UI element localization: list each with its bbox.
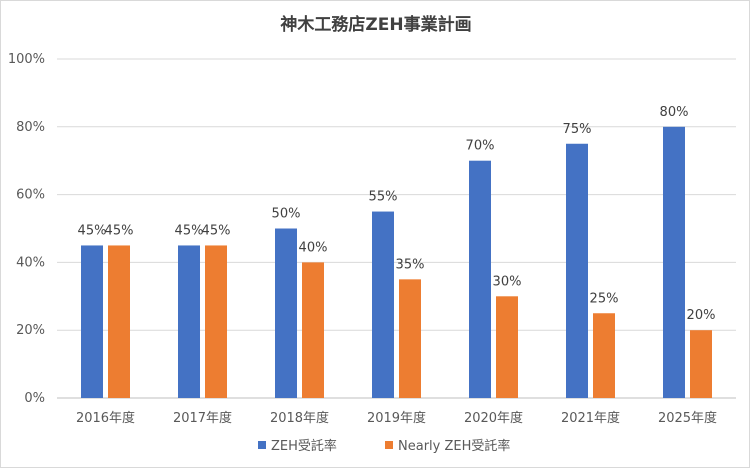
legend-label: ZEH受託率 <box>271 438 337 454</box>
data-label: 55% <box>369 190 398 205</box>
data-label: 75% <box>563 122 592 137</box>
y-axis: 0% 20% 40% 60% 80% 100% <box>8 52 45 406</box>
bar-nearly-zeh <box>593 313 615 398</box>
legend-swatch <box>258 441 266 449</box>
gridlines <box>57 58 736 399</box>
data-label: 70% <box>466 139 495 154</box>
bar-nearly-zeh <box>690 330 712 398</box>
data-label: 80% <box>660 105 689 120</box>
data-label: 25% <box>590 291 619 306</box>
data-label: 45% <box>105 223 134 238</box>
data-label: 50% <box>272 207 301 222</box>
legend: ZEH受託率 Nearly ZEH受託率 <box>258 438 510 454</box>
data-label: 45% <box>202 223 231 238</box>
x-tick-label: 2021年度 <box>561 410 620 426</box>
y-tick-label: 20% <box>16 323 45 338</box>
y-tick-label: 80% <box>16 120 45 135</box>
bar-zeh <box>566 143 588 398</box>
bar-nearly-zeh <box>399 279 421 398</box>
data-labels: 45%45% 45%45%50%40%55%35%70%30%75%25%80%2… <box>78 105 716 323</box>
bar-zeh <box>372 211 394 398</box>
x-tick-label: 2016年度 <box>76 410 135 426</box>
bar-zeh <box>469 160 491 398</box>
bar-nearly-zeh <box>205 245 227 398</box>
x-axis: 2016年度 2017年度 2018年度 2019年度 2020年度 2021年度 2025… <box>76 410 717 426</box>
bar-zeh <box>275 228 297 398</box>
x-tick-label: 2017年度 <box>173 410 232 426</box>
data-label: 45% <box>175 223 204 238</box>
data-label: 30% <box>493 274 522 289</box>
y-tick-label: 60% <box>16 188 45 203</box>
y-tick-label: 100% <box>8 52 45 67</box>
x-tick-label: 2025年度 <box>658 410 717 426</box>
bar-zeh <box>663 126 685 399</box>
data-label: 40% <box>299 240 328 255</box>
x-tick-label: 2019年度 <box>367 410 426 426</box>
chart-title: 神木工務店ZEH事業計画 <box>280 14 471 35</box>
legend-label: Nearly ZEH受託率 <box>398 438 510 454</box>
data-label: 35% <box>396 257 425 272</box>
legend-swatch <box>385 441 393 449</box>
data-label: 20% <box>687 308 716 323</box>
bars <box>81 126 712 399</box>
y-tick-label: 0% <box>24 391 45 406</box>
x-tick-label: 2020年度 <box>464 410 523 426</box>
x-tick-label: 2018年度 <box>270 410 329 426</box>
bar-nearly-zeh <box>302 262 324 398</box>
bar-nearly-zeh <box>108 245 130 398</box>
data-label: 45% <box>78 223 107 238</box>
bar-zeh <box>178 245 200 398</box>
bar-zeh <box>81 245 103 398</box>
y-tick-label: 40% <box>16 255 45 270</box>
bar-nearly-zeh <box>496 296 518 398</box>
